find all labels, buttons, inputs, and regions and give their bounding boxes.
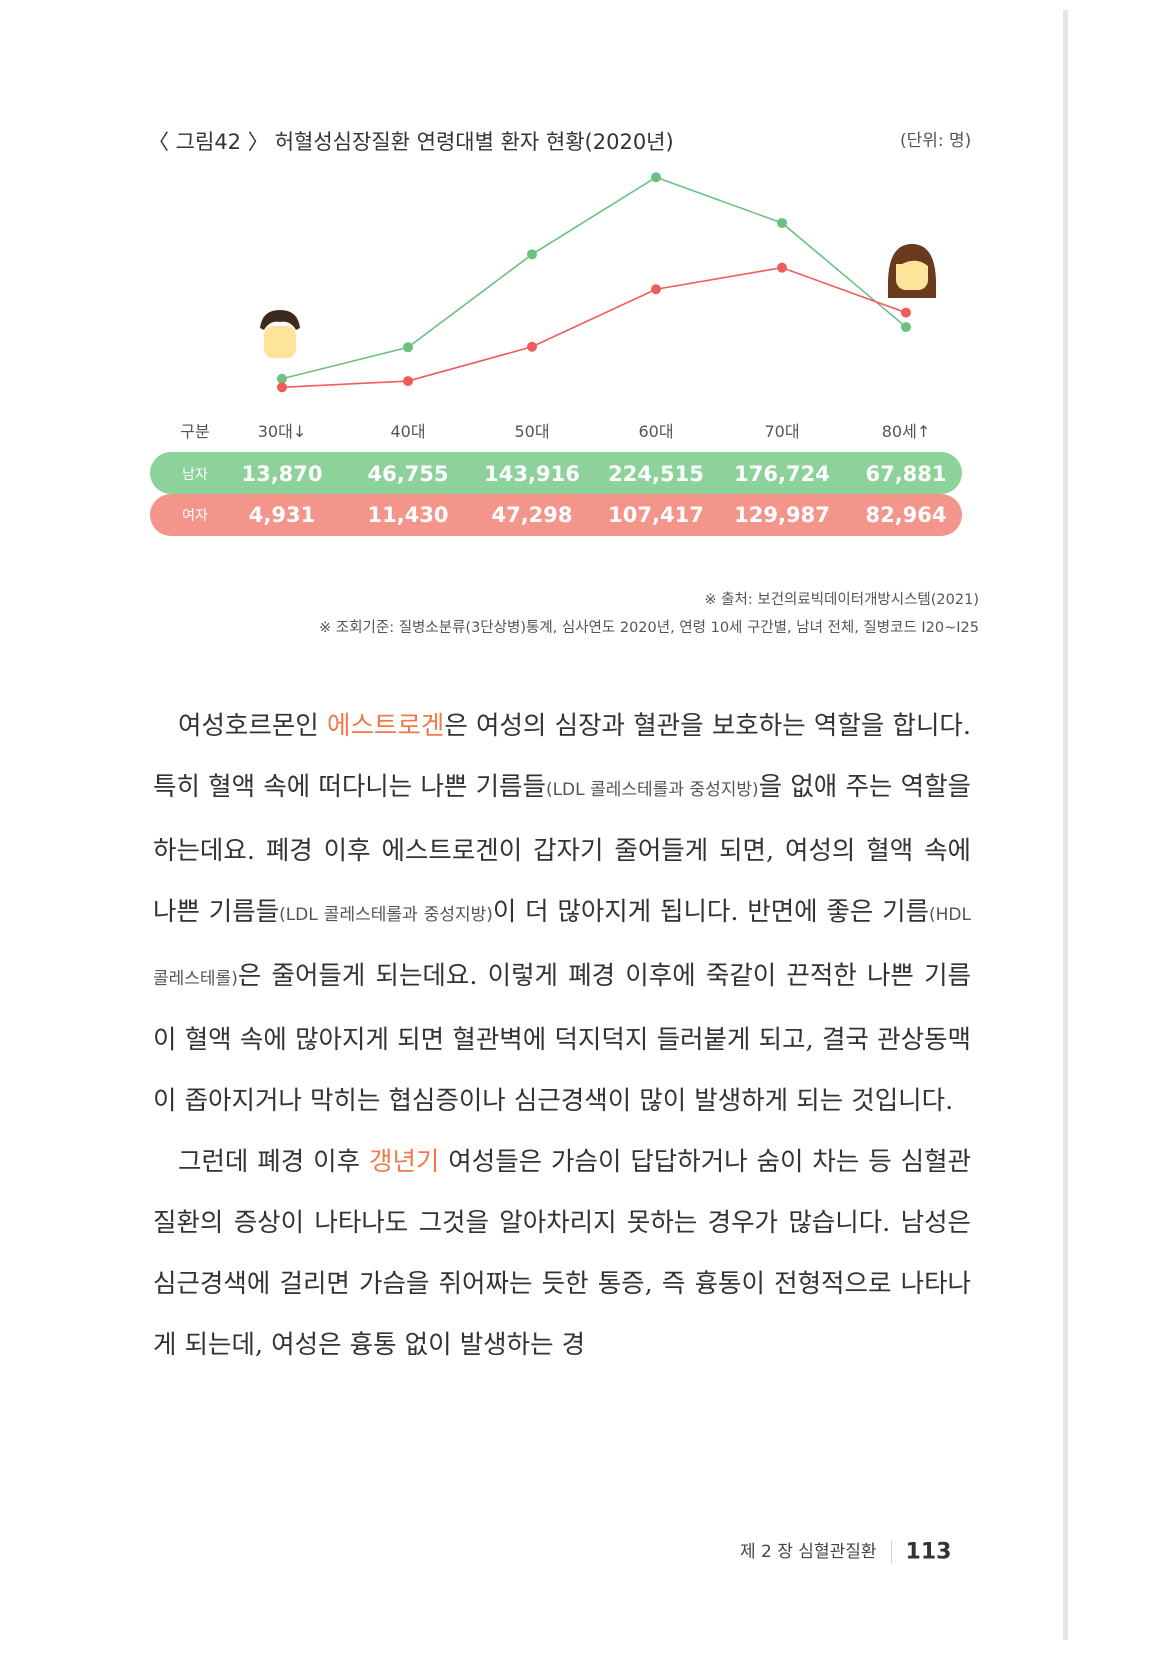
paragraph-2: 그런데 폐경 이후 갱년기 여성들은 가슴이 답답하거나 숨이 차는 등 심혈관… bbox=[153, 1147, 971, 1360]
male-data-point bbox=[403, 342, 413, 353]
category-label: 70대 bbox=[764, 422, 799, 441]
male-data-point bbox=[277, 373, 287, 384]
male-data-point bbox=[901, 322, 911, 333]
female-data-point bbox=[651, 284, 661, 295]
male-data-point bbox=[527, 249, 537, 260]
highlight-estrogen: 에스트로겐 bbox=[327, 711, 445, 741]
female-value-label: 129,987 bbox=[734, 503, 830, 527]
criteria-note: ※ 조회기준: 질병소분류(3단상병)통계, 심사연도 2020년, 연령 10… bbox=[319, 620, 979, 636]
footer-divider bbox=[890, 1541, 892, 1563]
female-value-label: 82,964 bbox=[865, 503, 946, 527]
male-series-line bbox=[281, 176, 907, 380]
male-value-label: 143,916 bbox=[484, 462, 580, 486]
female-data-point bbox=[901, 307, 911, 318]
female-row-label: 여자 bbox=[182, 508, 208, 524]
male-value-label: 13,870 bbox=[241, 462, 322, 486]
female-value-label: 107,417 bbox=[608, 503, 704, 527]
male-value-label: 176,724 bbox=[734, 462, 830, 486]
figure-title: 허혈성심장질환 연령대별 환자 현황(2020년) bbox=[274, 130, 674, 154]
figure-unit: (단위: 명) bbox=[900, 131, 972, 151]
highlight-menopause: 갱년기 bbox=[368, 1147, 440, 1177]
female-data-point bbox=[277, 382, 287, 393]
figure-caption: 〈 그림42 〉 허혈성심장질환 연령대별 환자 현황(2020년) bbox=[148, 126, 674, 156]
man-icon bbox=[260, 310, 300, 358]
female-value-label: 11,430 bbox=[367, 503, 448, 527]
male-value-label: 67,881 bbox=[865, 462, 946, 486]
paragraph-1: 여성호르몬인 에스트로겐은 여성의 심장과 혈관을 보호하는 역할을 합니다. … bbox=[153, 711, 971, 1116]
category-label: 40대 bbox=[390, 422, 425, 441]
table-header: 구분 bbox=[180, 422, 209, 441]
male-value-label: 46,755 bbox=[367, 462, 448, 486]
female-value-label: 4,931 bbox=[249, 503, 315, 527]
male-data-point bbox=[777, 217, 787, 228]
chapter-title: 제 2 장 심혈관질환 bbox=[740, 1542, 877, 1562]
male-row-bg bbox=[150, 452, 962, 494]
category-label: 50대 bbox=[514, 422, 549, 441]
female-data-point bbox=[527, 341, 537, 352]
figure-label: 〈 그림42 〉 bbox=[148, 130, 269, 154]
female-data-point bbox=[777, 262, 787, 273]
page-footer: 제 2 장 심혈관질환 113 bbox=[740, 1537, 951, 1565]
male-data-point bbox=[651, 172, 661, 183]
female-data-point bbox=[403, 376, 413, 387]
page-number: 113 bbox=[905, 1539, 952, 1565]
male-row-label: 남자 bbox=[182, 467, 208, 483]
female-value-label: 47,298 bbox=[491, 503, 572, 527]
chart: 구분 30대↓ 40대 50대 60대 70대 80세↑ 남자 13,870 46,755 14… bbox=[150, 172, 962, 536]
male-value-label: 224,515 bbox=[608, 462, 704, 486]
source-note: ※ 출처: 보건의료빅데이터개방시스템(2021) bbox=[704, 592, 979, 608]
category-label: 80세↑ bbox=[882, 422, 931, 441]
body-text: 여성호르몬인 에스트로겐은 여성의 심장과 혈관을 보호하는 역할을 합니다. … bbox=[153, 696, 971, 1376]
category-label: 60대 bbox=[638, 422, 673, 441]
page-edge bbox=[1063, 10, 1068, 1640]
category-label: 30대↓ bbox=[258, 422, 307, 441]
woman-icon bbox=[888, 244, 936, 298]
female-row-bg bbox=[150, 494, 962, 536]
female-series-line bbox=[281, 266, 907, 389]
